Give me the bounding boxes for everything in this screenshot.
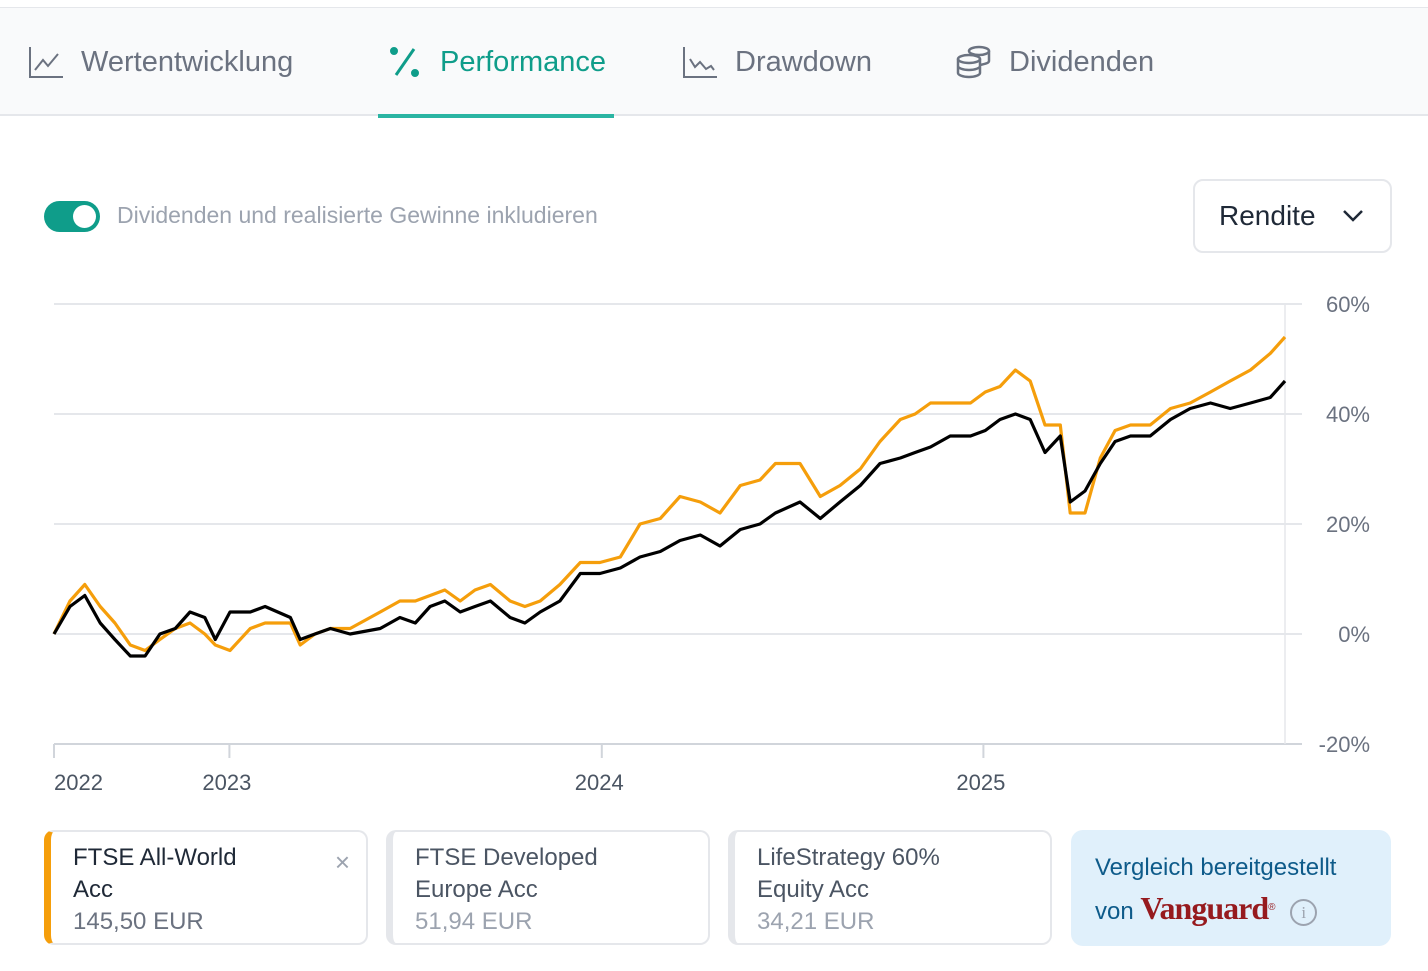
- card-name: FTSE Developed: [415, 844, 598, 871]
- tab-bar: Wertentwicklung Performance Drawdown Div…: [0, 8, 1428, 118]
- toggle-label: Dividenden und realisierte Gewinne inklu…: [117, 202, 598, 228]
- x-tick-label: 2025: [956, 770, 1005, 795]
- card-price: 51,94 EUR: [415, 908, 533, 935]
- card-name-line2: Equity Acc: [757, 876, 870, 903]
- performance-chart[interactable]: 60% 40% 20% 0% -20% 2022 2023 2024 2025: [0, 280, 1428, 800]
- coins-icon: [956, 45, 991, 79]
- top-border: [0, 0, 1428, 8]
- tab-label: Wertentwicklung: [81, 45, 294, 78]
- y-tick-label: 40%: [1326, 402, 1370, 427]
- drawdown-chart-icon: [683, 47, 717, 78]
- tab-performance[interactable]: Performance: [377, 8, 615, 118]
- series-line-ftse-all-world-acc: [52, 335, 1287, 653]
- line-chart-icon: [29, 47, 63, 78]
- card-name: LifeStrategy 60%: [757, 844, 940, 871]
- tab-label: Performance: [440, 45, 607, 78]
- y-tick-label: 0%: [1338, 622, 1370, 647]
- card-price: 145,50 EUR: [73, 908, 204, 935]
- y-tick-label: -20%: [1319, 732, 1370, 757]
- card-name-line2: Europe Acc: [415, 876, 538, 903]
- x-tick-label: 2024: [575, 770, 624, 795]
- tab-wertentwicklung[interactable]: Wertentwicklung: [27, 8, 293, 116]
- registered-mark: ®: [1268, 902, 1276, 913]
- metric-select-value: Rendite: [1219, 200, 1316, 231]
- include-dividends-toggle[interactable]: [44, 201, 100, 232]
- provider-text-von: von: [1095, 898, 1134, 925]
- chevron-down-icon: [1343, 210, 1363, 222]
- vanguard-logo: Vanguard: [1140, 890, 1269, 926]
- card-name: FTSE All-World: [73, 844, 237, 871]
- y-tick-label: 20%: [1326, 512, 1370, 537]
- tab-dividenden[interactable]: Dividenden: [955, 8, 1154, 116]
- y-tick-label: 60%: [1326, 292, 1370, 317]
- close-icon[interactable]: ×: [334, 847, 350, 877]
- x-tick-label: 2023: [202, 770, 251, 795]
- provider-text: Vergleich bereitgestellt: [1095, 854, 1337, 881]
- comparison-card-lifestrategy[interactable]: LifeStrategy 60% Equity Acc 34,21 EUR: [728, 830, 1052, 945]
- toggle-knob: [73, 205, 96, 228]
- metric-select[interactable]: Rendite: [1193, 179, 1392, 253]
- comparison-card-ftse-developed-europe[interactable]: FTSE Developed Europe Acc 51,94 EUR: [386, 830, 710, 945]
- comparison-card-ftse-all-world[interactable]: FTSE All-World Acc 145,50 EUR ×: [44, 830, 368, 945]
- tab-label: Drawdown: [735, 45, 872, 78]
- percent-icon: [390, 47, 419, 77]
- series-line-lifestrategy-60-equity-acc: [52, 379, 1287, 658]
- card-price: 34,21 EUR: [757, 908, 875, 935]
- tab-label: Dividenden: [1009, 45, 1155, 78]
- info-icon[interactable]: i: [1290, 899, 1318, 927]
- card-name-line2: Acc: [73, 876, 114, 903]
- x-tick-label: 2022: [54, 770, 103, 795]
- tab-drawdown[interactable]: Drawdown: [681, 8, 872, 116]
- provider-box: Vergleich bereitgestellt von Vanguard® i: [1071, 830, 1391, 946]
